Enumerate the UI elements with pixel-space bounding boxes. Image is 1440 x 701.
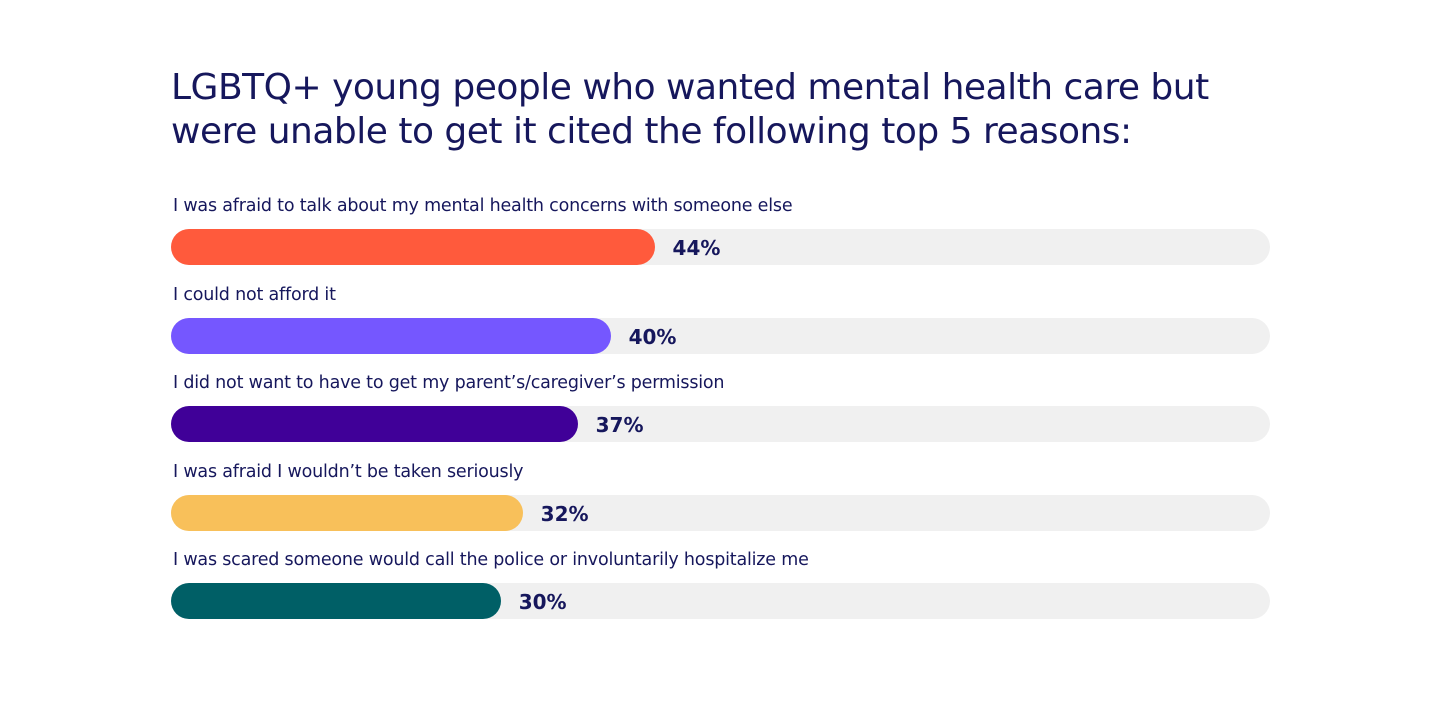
bar-row: I was scared someone would call the poli… [171, 546, 1270, 635]
chart-title: LGBTQ+ young people who wanted mental he… [171, 67, 1209, 152]
category-label: I was afraid to talk about my mental hea… [173, 196, 793, 216]
bar [171, 583, 501, 619]
bar [171, 406, 578, 442]
value-label: 32% [540, 501, 589, 526]
value-label: 40% [628, 324, 677, 349]
bar-track: 30% [171, 583, 1270, 619]
value-label: 44% [672, 236, 721, 260]
bar-row: I could not afford it 40% [171, 281, 1270, 370]
category-label: I was afraid I wouldn’t be taken serious… [173, 461, 524, 482]
value-label: 30% [518, 590, 567, 614]
bar-row: I did not want to have to get my parent’… [171, 369, 1270, 458]
bar-track: 44% [171, 229, 1270, 265]
bar-chart: I was afraid to talk about my mental hea… [171, 192, 1270, 635]
bar [171, 229, 655, 265]
bar-track: 32% [171, 494, 1270, 531]
category-label: I was scared someone would call the poli… [173, 550, 809, 570]
category-label: I did not want to have to get my parent’… [173, 373, 725, 393]
bar [171, 494, 523, 531]
bar-row: I was afraid to talk about my mental hea… [171, 192, 1270, 281]
bar [171, 317, 611, 354]
bar-track: 40% [171, 317, 1270, 354]
category-label: I could not afford it [173, 284, 336, 305]
bar-track: 37% [171, 406, 1270, 442]
value-label: 37% [595, 413, 644, 437]
bar-row: I was afraid I wouldn’t be taken serious… [171, 458, 1270, 547]
